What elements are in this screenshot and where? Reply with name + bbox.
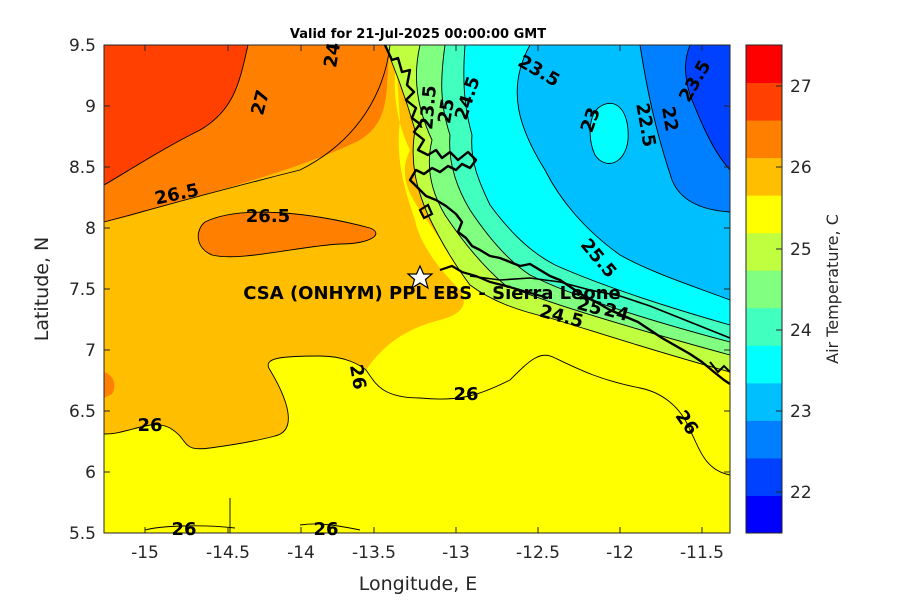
y-axis-label: Latitude, N bbox=[31, 237, 53, 342]
contour-label: 26 bbox=[313, 519, 338, 540]
x-tick-label: -12 bbox=[606, 543, 634, 563]
contour-label: 24 bbox=[320, 41, 345, 69]
star-icon bbox=[406, 264, 434, 290]
x-axis: -15 -14.5 -14 -13.5 -13 -12.5 -12 -11.5 … bbox=[131, 45, 724, 595]
colorbar-segment bbox=[746, 345, 782, 384]
colorbar-segment bbox=[746, 45, 782, 84]
colorbar-tick-label: 23 bbox=[790, 402, 812, 422]
coastline bbox=[383, 44, 731, 385]
contour-label: 26 bbox=[453, 384, 478, 405]
site-label: CSA (ONHYM) PPL EBS - Sierra Leone bbox=[243, 283, 620, 304]
colorbar-label: Air Temperature, C bbox=[823, 214, 842, 364]
x-tick-label: -14 bbox=[287, 543, 315, 563]
x-axis-label: Longitude, E bbox=[359, 573, 478, 595]
x-tick-label: -12.5 bbox=[516, 543, 560, 563]
contour-label: 25 bbox=[434, 97, 459, 125]
colorbar-segment bbox=[746, 457, 782, 496]
y-tick-label: 8 bbox=[85, 219, 96, 239]
colorbar-segment bbox=[746, 495, 782, 534]
y-tick-label: 6.5 bbox=[69, 402, 96, 422]
colorbar-tick-label: 24 bbox=[790, 321, 812, 341]
colorbar-segment bbox=[746, 270, 782, 309]
temperature-field-24 bbox=[441, 45, 730, 342]
colorbar-segment bbox=[746, 232, 782, 271]
colorbar-segments bbox=[746, 45, 782, 534]
x-tick-label: -13 bbox=[442, 543, 470, 563]
x-tick-label: -14.5 bbox=[206, 543, 250, 563]
y-tick-label: 7 bbox=[85, 341, 96, 361]
colorbar-segment bbox=[746, 157, 782, 196]
colorbar-segment bbox=[746, 120, 782, 159]
temperature-field-25 bbox=[385, 45, 730, 372]
contour-label: 22 bbox=[657, 105, 682, 133]
colorbar-segment bbox=[746, 195, 782, 234]
y-tick-label: 9 bbox=[85, 97, 96, 117]
y-tick-label: 7.5 bbox=[69, 280, 96, 300]
map-plot-area: 27 26.5 26.5 26 26 26 26 26 26 24 24.5 2… bbox=[103, 41, 731, 540]
coastline-east bbox=[709, 361, 731, 374]
y-tick-label: 5.5 bbox=[69, 524, 96, 544]
colorbar-segment bbox=[746, 82, 782, 121]
temperature-field-255-south bbox=[104, 355, 730, 533]
temperature-field-265-blob bbox=[198, 212, 376, 257]
colorbar-tick-label: 22 bbox=[790, 483, 812, 503]
colorbar-tick-label: 26 bbox=[790, 158, 812, 178]
x-tick-label: -13.5 bbox=[352, 543, 396, 563]
contour-label: 26 bbox=[345, 363, 370, 391]
contour-label: 23.5 bbox=[416, 84, 441, 130]
temperature-field-22 bbox=[685, 45, 730, 170]
x-tick-label: -11.5 bbox=[680, 543, 724, 563]
colorbar-tick-label: 27 bbox=[790, 77, 812, 97]
y-tick-label: 6 bbox=[85, 463, 96, 483]
colorbar: 27 26 25 24 23 22 Air Temperature, C bbox=[745, 44, 842, 534]
contour-label: 26 bbox=[171, 519, 196, 540]
contour-label: 26 bbox=[137, 415, 162, 436]
colorbar-segment bbox=[746, 382, 782, 421]
colorbar-segment bbox=[746, 420, 782, 459]
x-tick-label: -15 bbox=[131, 543, 159, 563]
y-tick-label: 8.5 bbox=[69, 158, 96, 178]
coastline-inner bbox=[469, 275, 731, 339]
y-axis: 9.5 9 8.5 8 7.5 7 6.5 6 5.5 Latitude, N bbox=[31, 36, 730, 544]
map-title: Valid for 21-Jul-2025 00:00:00 GMT bbox=[290, 27, 546, 42]
y-tick-label: 9.5 bbox=[69, 36, 96, 56]
contour-lines bbox=[103, 44, 731, 533]
coastline-islands bbox=[418, 203, 549, 300]
contour-label: 26.5 bbox=[246, 206, 290, 227]
temperature-field-27-northwest bbox=[104, 45, 248, 185]
colorbar-tick-label: 25 bbox=[790, 240, 812, 260]
colorbar-segment bbox=[746, 307, 782, 346]
temperature-field-235-patch bbox=[590, 103, 629, 164]
temperature-field-265-west bbox=[104, 372, 115, 398]
colorbar-frame bbox=[745, 44, 783, 534]
temperature-field-255-coast bbox=[366, 45, 730, 475]
